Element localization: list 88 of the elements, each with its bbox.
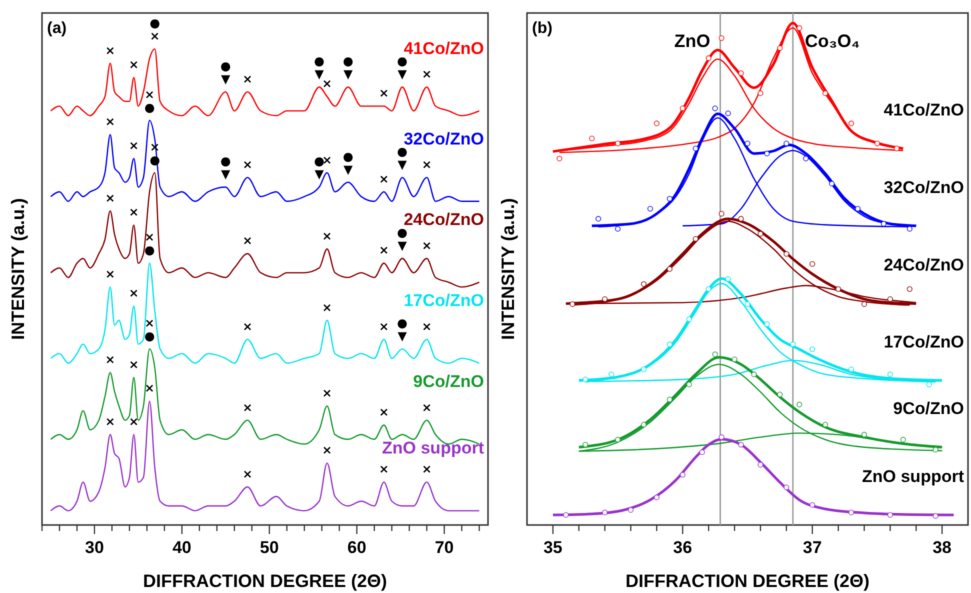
annotation: × [242,319,253,334]
annotation: ● [150,16,160,30]
annotation: × [144,87,155,102]
annotation: ● [144,100,155,114]
x-tick-label: 30 [85,538,104,557]
annotation: ▼ [398,238,408,252]
x-tick-label: 38 [932,538,952,557]
annotation: ▼ [398,328,408,343]
annotation: × [242,158,253,172]
y-axis-title: INTENSITY (a.u.) [8,198,28,340]
annotation: × [422,319,432,334]
annotation: × [128,414,139,429]
text: 17Co/ZnO [404,291,484,310]
annotation: × [422,67,432,82]
annotation: ● [342,149,354,164]
annotation: × [242,400,253,414]
annotation: ● [314,54,324,68]
annotation: × [105,43,116,58]
x-tick-label: 70 [434,538,454,557]
annotation: ▼ [398,158,408,172]
annotation: ● [342,54,354,68]
annotation: × [150,29,160,43]
annotation: × [242,466,253,481]
x-tick-label: 60 [347,538,366,557]
annotation: × [105,414,116,429]
series-label: 9Co/ZnO [413,372,484,392]
annotation: ● [144,328,155,343]
annotation: ▼ [221,167,232,182]
annotation: × [128,357,139,372]
series-label: 32Co/ZnO [884,178,964,197]
annotation: × [378,243,389,258]
ref-line-label: Co₃O₄ [804,31,860,51]
annotation: × [378,405,389,420]
annotation: × [378,319,389,334]
annotation: × [378,86,389,100]
annotation: ● [144,243,155,258]
annotation: × [422,238,432,252]
series-label: 41Co/ZnO [884,100,964,120]
x-tick-label: 50 [260,538,279,557]
annotation: × [322,300,332,314]
annotation: × [322,443,332,458]
annotation: ● [397,316,408,330]
annotation: × [128,205,139,220]
annotation: × [242,234,253,248]
x-axis-title: DIFFRACTION DEGREE (2Θ) [142,571,388,591]
ref-line-label: ZnO [674,31,710,51]
annotation: × [422,462,432,476]
annotation: × [378,462,389,476]
annotation: ▼ [343,67,354,82]
x-tick-label: 37 [802,538,822,557]
annotation: × [422,158,432,172]
y-axis-title: INTENSITY (a.u.) [498,198,518,340]
series-label: 17Co/ZnO [884,332,964,352]
annotation: × [422,400,432,414]
annotation: × [128,58,139,72]
annotation: ▼ [398,67,408,82]
annotation: × [322,386,332,400]
x-tick-label: 35 [543,538,562,557]
annotation: ▼ [343,162,354,176]
annotation: × [322,228,332,243]
x-axis-title: DIFFRACTION DEGREE (2Θ) [625,571,870,591]
annotation: × [128,138,139,152]
x-tick-label: 36 [673,538,692,557]
annotation: × [105,352,116,367]
annotation: × [105,190,116,205]
annotation: × [378,172,389,186]
annotation: × [322,152,332,167]
series-label: ZnO support [382,438,484,458]
series-label: 9Co/ZnO [893,399,964,418]
annotation: ▼ [314,67,325,82]
series-label: ZnO support [862,466,964,486]
annotation: × [128,286,139,300]
series-label: 24Co/ZnO [884,256,964,275]
annotation: (b) [532,20,552,37]
annotation: ● [220,154,231,168]
annotation: ● [220,58,231,73]
annotation: × [144,381,155,396]
annotation: × [242,72,253,86]
annotation: × [105,114,116,129]
annotation: × [144,316,155,330]
annotation: × [105,267,116,281]
annotation: × [322,76,332,91]
text: (a) [47,20,67,37]
annotation: × [144,230,155,244]
annotation: ● [314,154,324,168]
annotation: ▼ [314,167,325,182]
x-tick-label: 40 [172,538,192,557]
annotation: ▼ [221,72,232,86]
